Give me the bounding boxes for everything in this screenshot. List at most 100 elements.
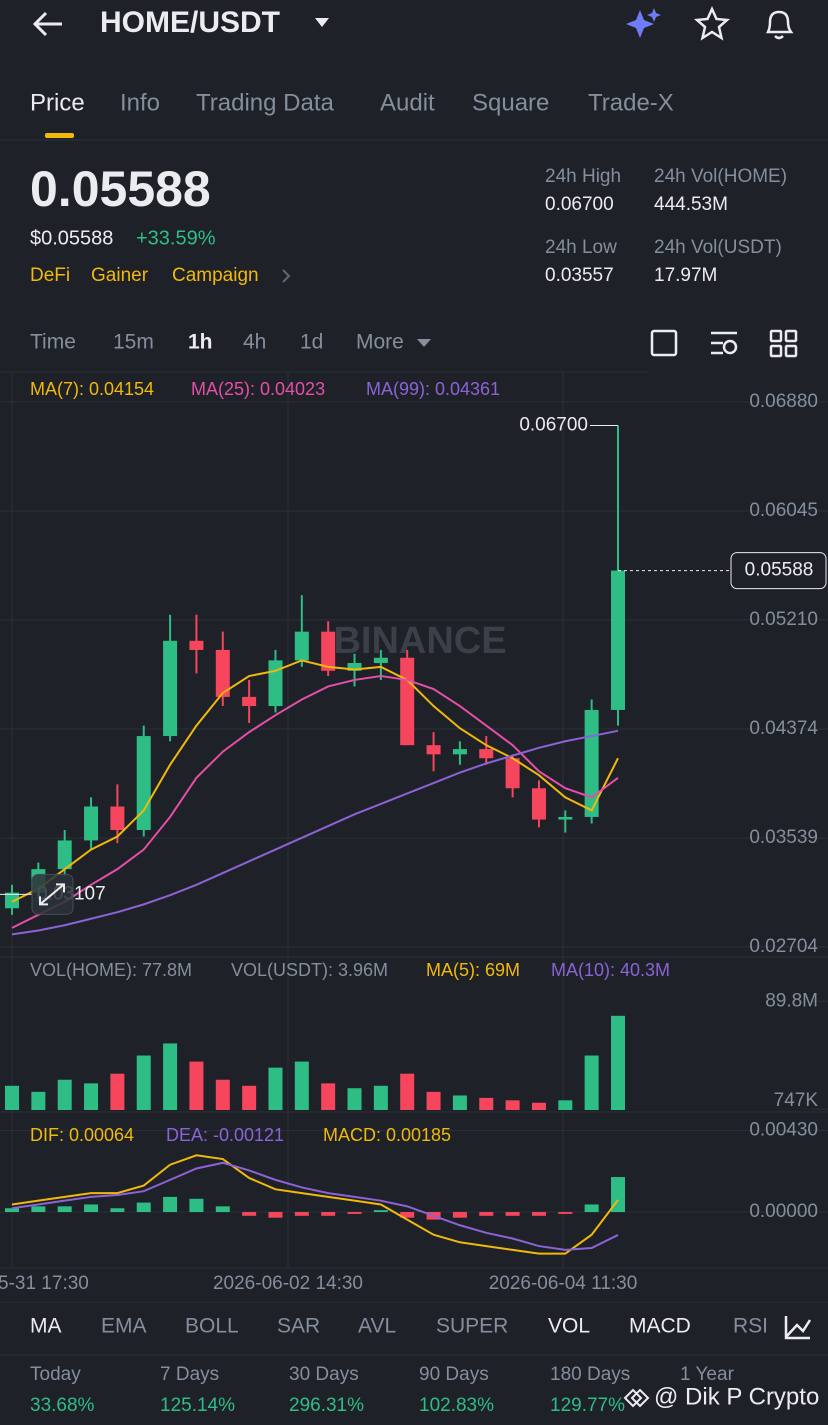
volume-bar — [347, 1088, 362, 1110]
ai-button[interactable] — [626, 8, 661, 38]
indicator-tab[interactable]: AVL — [358, 1315, 396, 1338]
interval-button[interactable]: Time — [30, 331, 76, 354]
candle-body — [110, 806, 125, 830]
performance-label: 180 Days — [550, 1364, 630, 1385]
volume-bar — [321, 1083, 336, 1110]
chart-settings-button[interactable] — [784, 1316, 812, 1340]
interval-button[interactable]: 1d — [300, 331, 323, 354]
macd-bar — [5, 1208, 19, 1213]
interval-button[interactable]: 15m — [113, 331, 154, 354]
tag[interactable]: DeFi — [30, 265, 70, 286]
interval-button[interactable]: More — [356, 331, 404, 354]
candle-body — [400, 657, 415, 746]
legend-entry: MA(25): 0.04023 — [191, 379, 325, 399]
candle-body — [268, 660, 283, 707]
legend-entry: MA(99): 0.04361 — [366, 379, 500, 399]
indicator-tab[interactable]: BOLL — [185, 1315, 239, 1338]
y-tick-label: 747K — [774, 1090, 819, 1111]
candle-body — [189, 640, 204, 650]
stat-value: 0.03557 — [545, 265, 614, 286]
volume-bar — [558, 1100, 573, 1110]
favorite-button[interactable] — [693, 5, 731, 41]
macd-bar — [400, 1212, 415, 1218]
tab[interactable]: Trading Data — [196, 89, 335, 116]
macd-bar — [163, 1196, 178, 1213]
indicator-tab[interactable]: RSI — [733, 1315, 768, 1338]
legend-entry: DEA: -0.00121 — [166, 1125, 284, 1145]
candle-body — [558, 816, 573, 820]
interval-button[interactable]: 4h — [243, 331, 266, 354]
layout-button[interactable] — [769, 329, 798, 358]
alert-button[interactable] — [765, 10, 794, 40]
volume-bar — [110, 1073, 125, 1110]
stat-value: 17.97M — [654, 265, 717, 286]
max-label: 0.06700 — [519, 415, 588, 436]
indicator-settings-icon — [722, 339, 738, 355]
performance-value: 125.14% — [160, 1395, 235, 1416]
tag[interactable]: Gainer — [91, 265, 149, 286]
volume-bar — [5, 1085, 19, 1110]
volume-bar — [57, 1079, 72, 1110]
candle-body — [426, 745, 441, 755]
candle-body — [479, 749, 494, 759]
pair-dropdown[interactable] — [315, 18, 329, 27]
indicator-tab[interactable]: SAR — [277, 1315, 320, 1338]
chart-mode-button[interactable] — [650, 329, 678, 357]
ma-line — [11, 729, 619, 936]
tags-chevron[interactable] — [282, 269, 291, 283]
performance-value: 296.31% — [289, 1395, 364, 1416]
candle-body — [294, 631, 309, 661]
y-tick-label: 89.8M — [765, 990, 818, 1011]
candle-body — [84, 806, 99, 841]
y-tick-label: 0.06880 — [749, 391, 818, 412]
macd-bar — [31, 1206, 46, 1213]
y-tick-label: 0.05210 — [749, 609, 818, 630]
macd-bar — [321, 1212, 336, 1216]
tag[interactable]: Campaign — [172, 265, 259, 286]
legend-entry: MA(10): 40.3M — [551, 960, 670, 980]
stat-value: 444.53M — [654, 194, 728, 215]
performance-label: 30 Days — [289, 1364, 359, 1385]
indicator-tab[interactable]: VOL — [548, 1315, 590, 1338]
volume-bar — [584, 1055, 599, 1110]
stat-value: 0.06700 — [545, 194, 614, 215]
volume-bar — [373, 1085, 388, 1110]
y-tick-label: 0.00000 — [749, 1201, 818, 1222]
tab[interactable]: Audit — [380, 89, 435, 116]
indicator-tab[interactable]: EMA — [101, 1315, 147, 1338]
volume-bar — [31, 1091, 46, 1110]
candle-body — [505, 758, 520, 789]
macd-bar — [505, 1212, 520, 1216]
legend-entry: MACD: 0.00185 — [323, 1125, 451, 1145]
indicator-tab[interactable]: MA — [30, 1315, 62, 1338]
indicator-tab[interactable]: MACD — [629, 1315, 691, 1338]
legend-entry: VOL(USDT): 3.96M — [231, 960, 388, 980]
volume-bar — [268, 1067, 283, 1110]
volume-bar — [531, 1102, 546, 1110]
performance-value: 102.83% — [419, 1395, 494, 1416]
back-button[interactable] — [32, 11, 62, 37]
usd-price: $0.05588 — [30, 227, 113, 249]
indicator-tab[interactable]: SUPER — [436, 1315, 508, 1338]
tab[interactable]: Square — [472, 89, 549, 116]
volume-bar — [163, 1043, 178, 1110]
y-tick-label: 0.03539 — [749, 827, 818, 848]
performance-label: 90 Days — [419, 1364, 489, 1385]
volume-bar — [215, 1079, 230, 1110]
tab[interactable]: Price — [30, 89, 85, 116]
macd-bar — [584, 1204, 599, 1213]
tab[interactable]: Info — [120, 89, 160, 116]
last-price-label: 0.05588 — [745, 560, 814, 581]
candle-body — [136, 736, 151, 830]
tab[interactable]: Trade-X — [588, 89, 674, 116]
pair-title[interactable]: HOME/USDT — [100, 6, 280, 39]
interval-button[interactable]: 1h — [188, 331, 213, 354]
watermark-logo: BINANCE — [333, 620, 506, 662]
more-dropdown[interactable] — [417, 339, 431, 347]
legend-entry: MA(5): 69M — [426, 960, 520, 980]
y-tick-label: 0.02704 — [749, 936, 818, 957]
candle-body — [163, 640, 178, 737]
indicator-settings-button[interactable] — [711, 331, 737, 355]
stat-label: 24h Low — [545, 237, 617, 258]
